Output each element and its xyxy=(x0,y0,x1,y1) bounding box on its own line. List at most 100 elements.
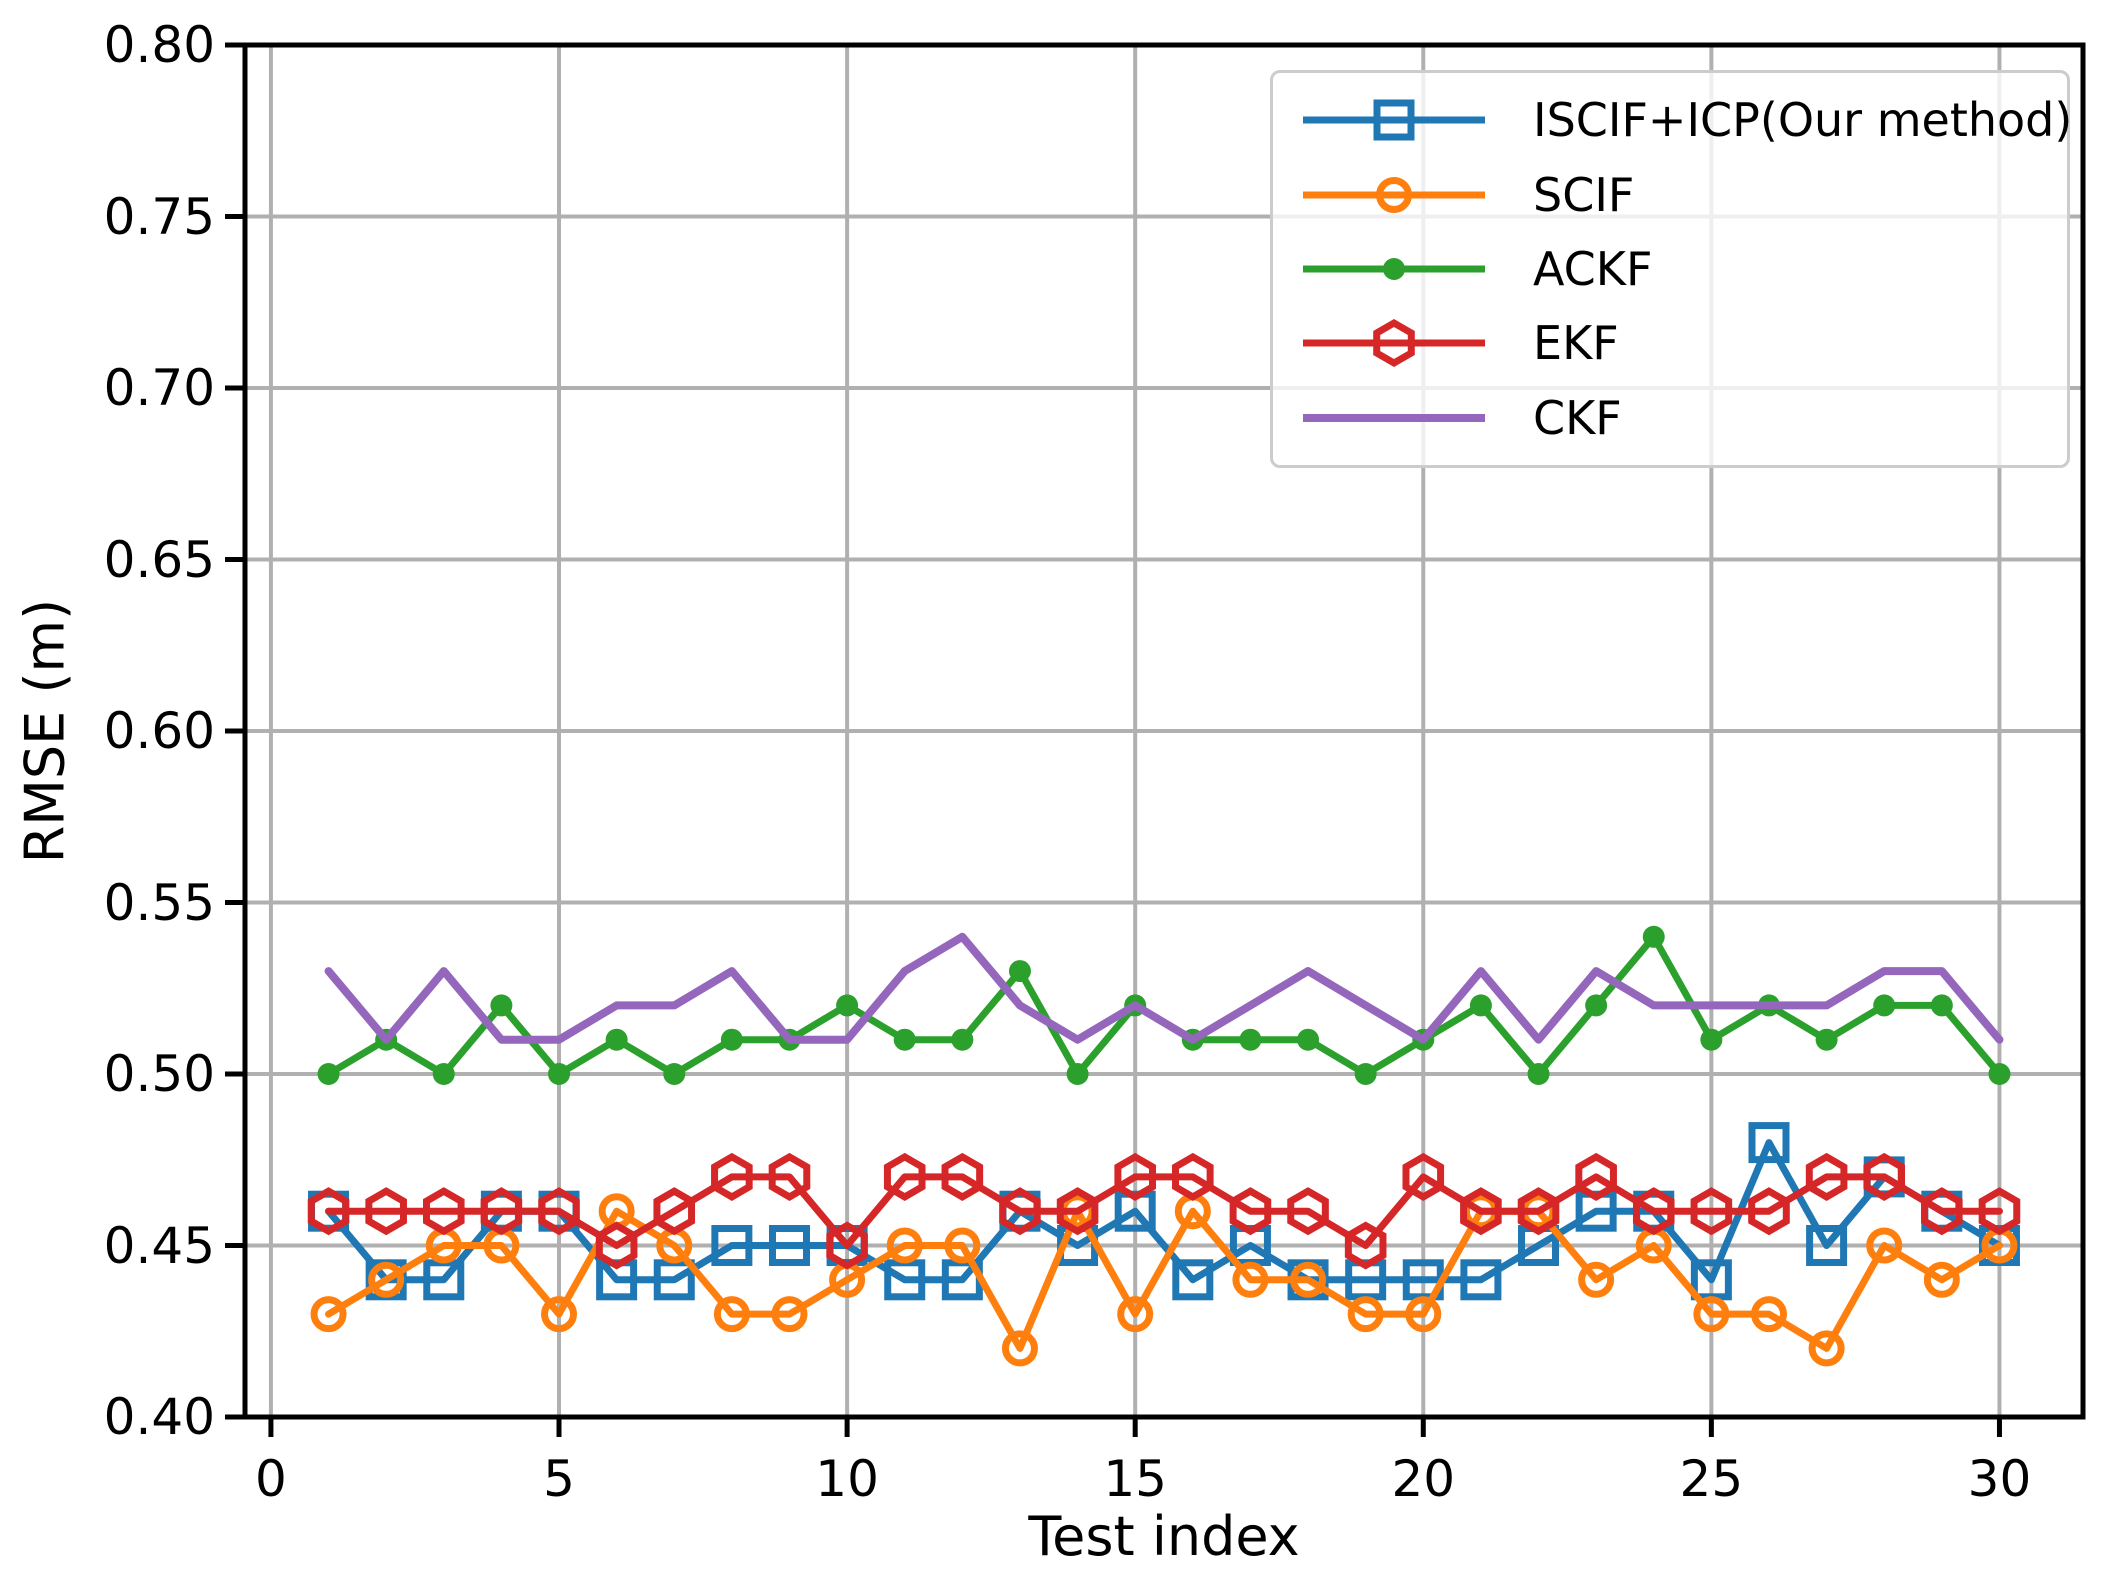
x-tick-label: 25 xyxy=(1679,1450,1744,1508)
marker-scif xyxy=(886,1227,923,1264)
marker-ekf xyxy=(365,1187,407,1236)
x-axis-label: Test index xyxy=(1028,1505,1300,1568)
marker-ekf xyxy=(1978,1187,2021,1236)
marker-ekf xyxy=(422,1187,465,1236)
marker-ekf xyxy=(1460,1187,1502,1236)
legend-label-ackf: ACKF xyxy=(1533,241,1653,296)
legend-line-sample-ckf xyxy=(1303,413,1485,422)
marker-ekf xyxy=(1863,1152,1906,1201)
marker-ackf xyxy=(836,994,859,1017)
marker-scif xyxy=(1290,1261,1327,1298)
marker-ekf xyxy=(941,1152,984,1201)
marker-ackf xyxy=(1239,1028,1262,1051)
marker-scif xyxy=(1117,1296,1154,1333)
marker-ekf xyxy=(1690,1187,1733,1236)
marker-iscif-icp-our-method xyxy=(1460,1259,1502,1301)
marker-ekf xyxy=(768,1152,811,1201)
marker-ackf xyxy=(1642,925,1665,948)
x-tick-label: 20 xyxy=(1391,1450,1456,1508)
marker-ekf xyxy=(999,1187,1041,1236)
legend-line-sample-iscif-icp-our-method xyxy=(1303,99,1485,141)
marker-scif xyxy=(1232,1261,1269,1298)
marker-ackf xyxy=(720,1028,743,1051)
marker-ackf xyxy=(893,1028,916,1051)
marker-ackf xyxy=(432,1063,455,1085)
marker-scif xyxy=(713,1296,750,1333)
marker-ekf xyxy=(1517,1187,1560,1236)
legend-item-ckf: CKF xyxy=(1299,386,2049,450)
marker-ekf xyxy=(1402,1152,1445,1201)
marker-ackf xyxy=(1585,994,1608,1017)
marker-ekf xyxy=(1575,1152,1617,1201)
marker-ackf xyxy=(1873,994,1896,1017)
marker-ekf xyxy=(307,1187,350,1236)
marker-scif xyxy=(1001,1330,1038,1367)
marker-scif xyxy=(310,1296,347,1333)
y-tick-label: 0.45 xyxy=(103,1216,215,1275)
marker-scif xyxy=(1693,1296,1730,1333)
y-tick-label: 0.65 xyxy=(103,530,215,589)
marker-scif xyxy=(1405,1296,1442,1333)
y-axis-label: RMSE (m) xyxy=(13,598,77,864)
marker-scif xyxy=(541,1296,578,1333)
y-tick-label: 0.75 xyxy=(103,187,215,246)
series-line-ckf xyxy=(324,932,2004,1044)
marker-ekf xyxy=(711,1152,753,1201)
marker-ackf xyxy=(951,1028,974,1051)
marker-ackf xyxy=(1297,1028,1320,1051)
legend-line-sample-ekf xyxy=(1303,319,1485,368)
legend-marker-scif xyxy=(1376,176,1412,213)
marker-ekf xyxy=(1114,1152,1156,1201)
marker-iscif-icp-our-method xyxy=(768,1225,810,1266)
legend-item-ekf: EKF xyxy=(1299,311,2049,375)
legend-item-ackf: ACKF xyxy=(1299,237,2049,301)
marker-scif xyxy=(1750,1296,1787,1333)
marker-scif xyxy=(368,1261,405,1298)
legend-label-ckf: CKF xyxy=(1533,390,1622,445)
marker-ackf xyxy=(1988,1063,2011,1085)
marker-ackf xyxy=(1066,1063,1089,1085)
marker-iscif-icp-our-method xyxy=(1806,1225,1848,1266)
marker-scif xyxy=(1578,1261,1615,1298)
marker-ackf xyxy=(490,994,513,1017)
marker-scif xyxy=(1808,1330,1845,1367)
x-tick-label: 5 xyxy=(543,1450,575,1508)
marker-ekf xyxy=(1748,1187,1790,1236)
y-tick-label: 0.40 xyxy=(103,1388,215,1446)
legend-line-sample-scif xyxy=(1303,176,1485,213)
marker-scif xyxy=(1347,1296,1384,1333)
x-tick-label: 30 xyxy=(1967,1450,2032,1508)
legend-label-ekf: EKF xyxy=(1533,316,1619,371)
marker-ackf xyxy=(1469,994,1492,1017)
marker-ackf xyxy=(663,1063,686,1085)
marker-ekf xyxy=(480,1187,523,1236)
legend-item-scif: SCIF xyxy=(1299,163,2049,227)
y-tick-label: 0.50 xyxy=(103,1045,215,1103)
marker-scif xyxy=(771,1296,808,1333)
marker-ekf xyxy=(1056,1187,1099,1236)
legend-marker-ekf xyxy=(1373,319,1415,368)
legend: ISCIF+ICP(Our method) SCIF ACKF EKF CKF xyxy=(1270,70,2072,468)
x-tick-label: 0 xyxy=(255,1450,287,1508)
marker-ekf xyxy=(653,1187,696,1236)
marker-ekf xyxy=(1172,1152,1214,1201)
legend-item-iscif-icp-our-method: ISCIF+ICP(Our method) xyxy=(1299,88,2072,152)
series-line-iscif-icp-our-method xyxy=(325,1139,2003,1284)
y-tick-label: 0.55 xyxy=(103,873,215,932)
legend-label-scif: SCIF xyxy=(1533,167,1635,222)
marker-ackf xyxy=(317,1063,340,1085)
marker-ackf xyxy=(1008,960,1031,983)
marker-ekf xyxy=(538,1187,580,1236)
marker-ackf xyxy=(548,1063,571,1085)
marker-ackf xyxy=(1700,1028,1723,1051)
marker-ekf xyxy=(1229,1187,1272,1236)
marker-ackf xyxy=(1354,1063,1377,1085)
marker-ackf xyxy=(1930,994,1953,1017)
marker-ackf xyxy=(605,1028,628,1051)
y-tick-label: 0.60 xyxy=(103,702,215,760)
marker-scif xyxy=(944,1227,981,1264)
marker-ekf xyxy=(1344,1221,1387,1270)
series-line-ekf xyxy=(325,1173,2003,1249)
marker-scif xyxy=(1866,1227,1903,1264)
marker-ekf xyxy=(1805,1152,1848,1201)
